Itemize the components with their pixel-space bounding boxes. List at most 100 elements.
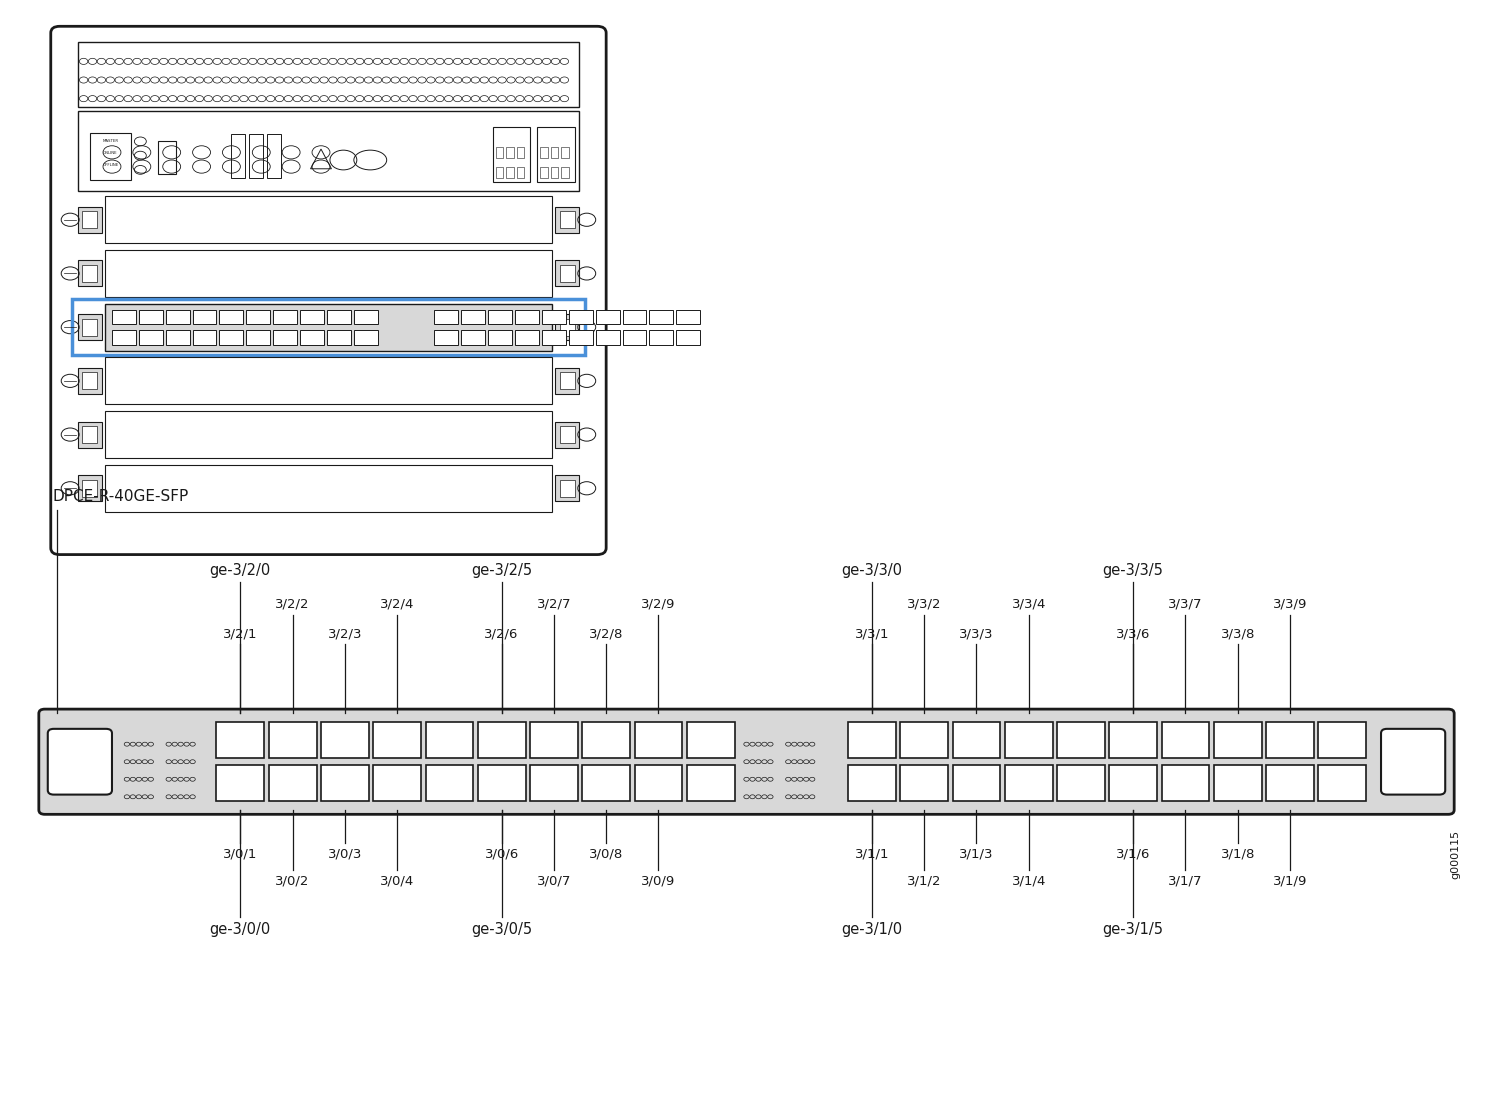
Text: 3/2/7: 3/2/7 <box>536 597 572 610</box>
Bar <box>953 722 1000 758</box>
Bar <box>1266 722 1314 758</box>
Bar <box>488 331 512 345</box>
Bar <box>1162 722 1209 758</box>
Bar <box>219 309 243 324</box>
Bar <box>623 309 646 324</box>
Bar <box>555 261 579 286</box>
Bar <box>540 147 548 158</box>
Bar <box>1005 722 1053 758</box>
Text: ge-3/0/0: ge-3/0/0 <box>209 922 272 937</box>
Bar <box>560 319 575 335</box>
Bar <box>300 331 324 345</box>
Bar <box>273 331 297 345</box>
Bar <box>506 147 514 158</box>
Bar <box>267 134 281 178</box>
Bar <box>434 309 458 324</box>
Text: 3/3/3: 3/3/3 <box>959 627 994 640</box>
Bar <box>82 373 97 389</box>
Bar <box>78 422 102 447</box>
Text: 3/1/8: 3/1/8 <box>1220 847 1256 860</box>
Bar <box>537 127 575 182</box>
Text: 3/2/1: 3/2/1 <box>222 627 258 640</box>
Bar <box>434 331 458 345</box>
Bar <box>216 765 264 801</box>
Text: 3/1/7: 3/1/7 <box>1168 875 1203 888</box>
Bar <box>90 133 131 180</box>
Text: 3/2/8: 3/2/8 <box>588 627 624 640</box>
Bar <box>139 309 163 324</box>
Bar <box>560 373 575 389</box>
Bar <box>82 426 97 443</box>
Bar <box>649 309 673 324</box>
Bar <box>515 331 539 345</box>
Bar <box>561 147 569 158</box>
Bar <box>560 480 575 496</box>
Text: 3/3/7: 3/3/7 <box>1168 597 1203 610</box>
Bar <box>249 134 263 178</box>
Bar <box>1318 722 1366 758</box>
Bar <box>105 304 552 351</box>
Bar <box>231 134 245 178</box>
Bar <box>1318 765 1366 801</box>
Bar <box>623 331 646 345</box>
Bar <box>246 309 270 324</box>
Text: 3/0/2: 3/0/2 <box>275 875 311 888</box>
Text: ge-3/0/5: ge-3/0/5 <box>472 922 532 937</box>
Bar <box>1214 722 1262 758</box>
Text: 3/2/3: 3/2/3 <box>327 627 363 640</box>
Bar <box>112 331 136 345</box>
Text: ge-3/3/5: ge-3/3/5 <box>1103 562 1163 578</box>
Bar <box>166 331 190 345</box>
Text: 3/2/9: 3/2/9 <box>640 597 676 610</box>
Bar <box>569 331 593 345</box>
Text: 3/0/1: 3/0/1 <box>222 847 258 860</box>
Text: 3/1/4: 3/1/4 <box>1011 875 1047 888</box>
Bar <box>582 722 630 758</box>
Bar <box>488 309 512 324</box>
Text: ONLINE: ONLINE <box>103 151 118 156</box>
Bar <box>596 331 620 345</box>
Bar <box>542 309 566 324</box>
Text: ge-3/1/0: ge-3/1/0 <box>842 922 902 937</box>
Bar <box>560 265 575 282</box>
Bar <box>219 331 243 345</box>
Bar <box>555 422 579 447</box>
FancyBboxPatch shape <box>1381 729 1445 795</box>
Bar <box>273 309 297 324</box>
Text: 3/1/6: 3/1/6 <box>1115 847 1151 860</box>
Bar <box>551 167 558 178</box>
Bar <box>193 331 216 345</box>
Bar <box>426 765 473 801</box>
Bar <box>478 722 526 758</box>
Bar <box>496 147 503 158</box>
Bar <box>166 309 190 324</box>
Bar <box>676 331 700 345</box>
Bar <box>461 331 485 345</box>
Bar <box>300 309 324 324</box>
Text: 3/0/7: 3/0/7 <box>536 875 572 888</box>
Bar <box>900 722 948 758</box>
Bar <box>635 722 682 758</box>
Bar <box>327 309 351 324</box>
Bar <box>82 212 97 228</box>
Text: MASTER: MASTER <box>103 139 118 144</box>
Text: 3/0/9: 3/0/9 <box>642 875 675 888</box>
Text: 3/1/1: 3/1/1 <box>854 847 890 860</box>
Bar <box>105 250 552 297</box>
Bar <box>517 147 524 158</box>
Bar <box>1162 765 1209 801</box>
Bar <box>78 261 102 286</box>
Bar <box>321 722 369 758</box>
Bar <box>78 207 102 232</box>
FancyBboxPatch shape <box>39 709 1454 814</box>
Bar <box>542 331 566 345</box>
Bar <box>493 127 530 182</box>
Text: ge-3/2/0: ge-3/2/0 <box>209 562 272 578</box>
Bar <box>900 765 948 801</box>
Bar <box>82 265 97 282</box>
Text: 3/0/8: 3/0/8 <box>590 847 623 860</box>
FancyBboxPatch shape <box>51 26 606 555</box>
Bar <box>269 722 317 758</box>
Bar <box>649 331 673 345</box>
Bar <box>517 167 524 178</box>
